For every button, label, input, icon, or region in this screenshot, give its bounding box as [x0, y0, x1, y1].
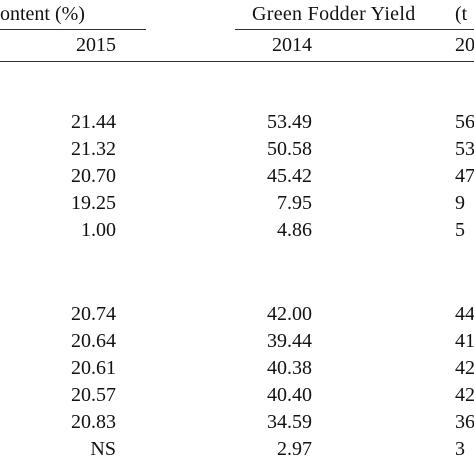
cell-2015: NS: [90, 438, 116, 460]
cell-2015: 20.61: [71, 357, 116, 379]
year-header-2014: 2014: [272, 34, 312, 56]
cell-2015: 21.32: [71, 138, 116, 160]
cell-2014: 45.42: [267, 165, 312, 187]
cell-2014: 4.86: [277, 219, 312, 241]
group1-header: ontent (%): [0, 3, 85, 25]
cell-next: 9: [455, 192, 465, 214]
cell-next: 42: [455, 357, 474, 379]
cell-2015: 20.64: [71, 330, 116, 352]
cell-next: 41: [455, 330, 474, 352]
cell-next: 56: [455, 111, 474, 133]
group2-unit-header: (t: [455, 3, 468, 25]
cell-2015: 20.83: [71, 411, 116, 433]
group2-underline: [235, 29, 474, 30]
header-bottom-rule: [0, 61, 474, 62]
cell-2014: 40.40: [267, 384, 312, 406]
cell-next: 47: [455, 165, 474, 187]
cell-next: 44: [455, 303, 474, 325]
cell-2014: 34.59: [267, 411, 312, 433]
cell-2014: 7.95: [277, 192, 312, 214]
group1-underline: [0, 29, 146, 30]
cell-2015: 20.70: [71, 165, 116, 187]
year-header-2015: 2015: [76, 34, 116, 56]
cell-next: 36: [455, 411, 474, 433]
cell-2015: 21.44: [71, 111, 116, 133]
cell-2014: 50.58: [267, 138, 312, 160]
cell-2015: 1.00: [81, 219, 116, 241]
cell-2015: 19.25: [71, 192, 116, 214]
cell-2015: 20.57: [71, 384, 116, 406]
cell-next: 3: [455, 438, 465, 460]
cell-2015: 20.74: [71, 303, 116, 325]
cell-2014: 39.44: [267, 330, 312, 352]
cell-2014: 42.00: [267, 303, 312, 325]
cell-2014: 2.97: [277, 438, 312, 460]
cell-2014: 53.49: [267, 111, 312, 133]
year-header-next: 20: [455, 34, 474, 56]
cell-next: 53: [455, 138, 474, 160]
cell-next: 5: [455, 219, 465, 241]
cell-2014: 40.38: [267, 357, 312, 379]
group2-header: Green Fodder Yield: [252, 3, 416, 25]
cell-next: 42: [455, 384, 474, 406]
